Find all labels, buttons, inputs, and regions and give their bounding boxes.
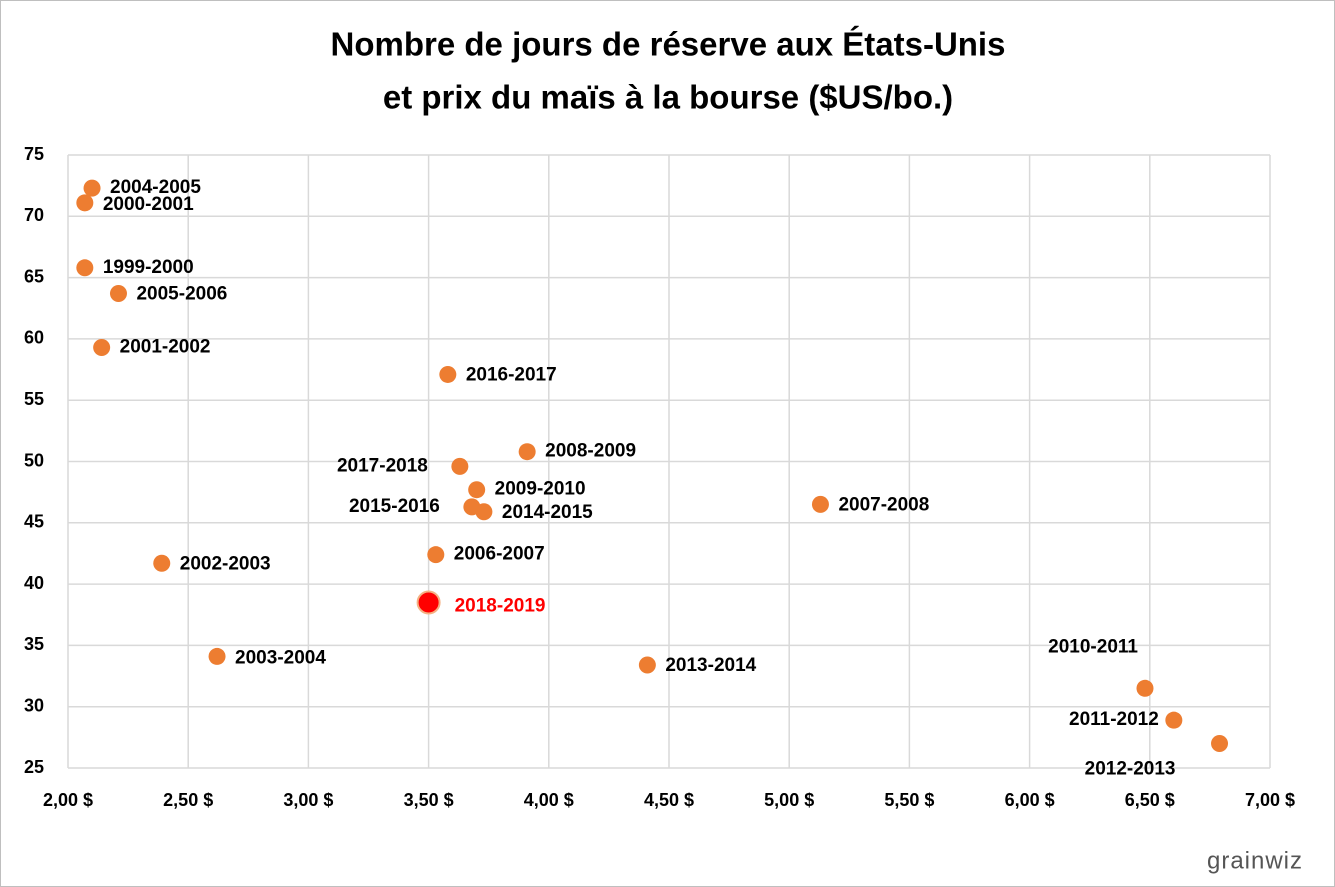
point-label: 2012-2013	[1085, 758, 1176, 779]
point	[518, 443, 536, 461]
point-label: 2003-2004	[235, 647, 326, 668]
point-label: 2008-2009	[545, 441, 636, 462]
point-label: 2011-2012	[1069, 709, 1159, 730]
y-tick-label: 45	[24, 512, 44, 532]
point-label: 1999-2000	[103, 257, 194, 278]
point-label: 2002-2003	[180, 553, 271, 574]
x-tick-label: 4,00 $	[524, 790, 574, 810]
x-tick-label: 3,00 $	[283, 790, 333, 810]
y-tick-label: 50	[24, 450, 44, 470]
y-tick-label: 35	[24, 634, 44, 654]
point-label: 2009-2010	[495, 479, 586, 500]
point	[109, 285, 127, 303]
x-tick-label: 7,00 $	[1245, 790, 1295, 810]
point	[93, 338, 111, 356]
point	[1211, 734, 1229, 752]
logo: grainwiz	[1207, 847, 1303, 874]
point	[76, 259, 94, 277]
point	[153, 554, 171, 572]
point-label: 2010-2011	[1048, 636, 1138, 657]
point-label: 2006-2007	[454, 544, 545, 565]
point-label: 2013-2014	[665, 655, 756, 676]
x-tick-label: 5,00 $	[764, 790, 814, 810]
point	[416, 590, 441, 615]
chart-title: Nombre de jours de réserve aux États-Uni…	[331, 26, 1006, 63]
x-tick-label: 6,50 $	[1125, 790, 1175, 810]
point	[638, 656, 656, 674]
point	[83, 179, 101, 197]
point-label: 2017-2018	[337, 455, 428, 476]
x-tick-label: 5,50 $	[884, 790, 934, 810]
y-tick-label: 65	[24, 266, 44, 286]
y-tick-label: 75	[24, 144, 44, 164]
point	[439, 365, 457, 383]
y-tick-label: 30	[24, 695, 44, 715]
y-tick-label: 60	[24, 328, 44, 348]
point-label: 2001-2002	[120, 336, 211, 357]
x-tick-label: 4,50 $	[644, 790, 694, 810]
y-tick-label: 55	[24, 389, 44, 409]
x-tick-label: 2,00 $	[43, 790, 93, 810]
x-tick-label: 6,00 $	[1005, 790, 1055, 810]
point	[1136, 679, 1154, 697]
point-label: 2014-2015	[502, 502, 593, 523]
point-label: 2004-2005	[110, 177, 201, 198]
x-tick-label: 2,50 $	[163, 790, 213, 810]
chart-title: et prix du maïs à la bourse ($US/bo.)	[383, 79, 953, 116]
point-label: 2007-2008	[838, 494, 929, 515]
point-label: 2005-2006	[136, 284, 227, 305]
point	[427, 546, 445, 564]
point-label: 2016-2017	[466, 364, 557, 385]
x-tick-label: 3,50 $	[404, 790, 454, 810]
point	[475, 503, 493, 521]
point	[1165, 711, 1183, 729]
point	[468, 481, 486, 499]
point	[208, 647, 226, 665]
y-tick-label: 70	[24, 205, 44, 225]
point	[451, 457, 469, 475]
point-label: 2018-2019	[455, 596, 546, 617]
point-label: 2015-2016	[349, 496, 440, 517]
y-tick-label: 40	[24, 573, 44, 593]
y-tick-label: 25	[24, 757, 44, 777]
point-label: 2000-2001	[103, 194, 194, 215]
point	[811, 495, 829, 513]
point	[76, 194, 94, 212]
